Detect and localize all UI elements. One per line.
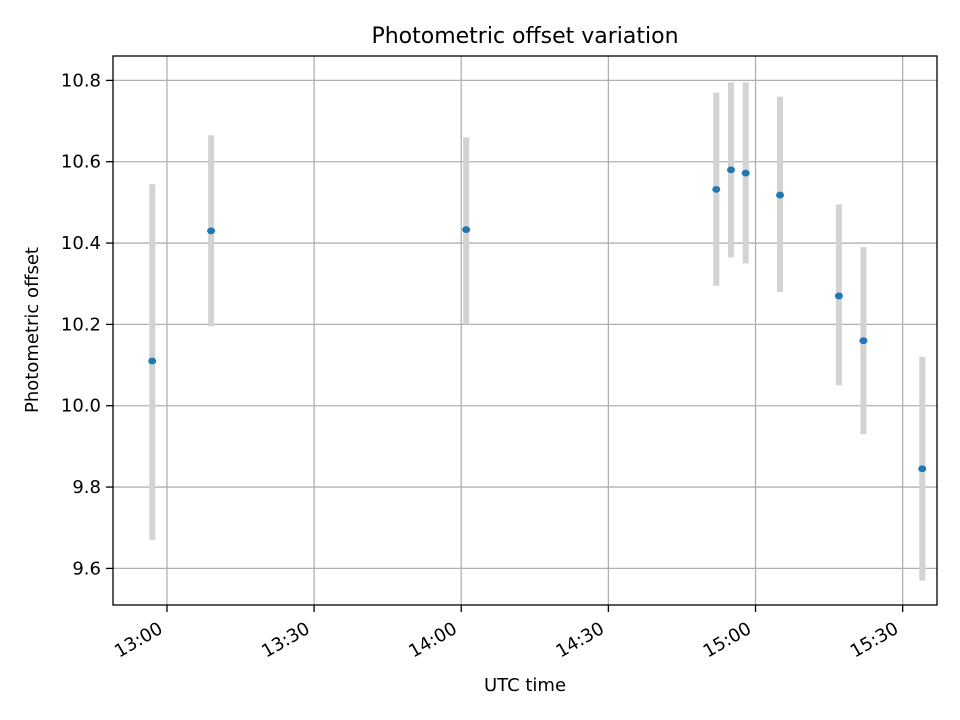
data-point — [727, 166, 735, 174]
x-tick-label: 15:00 — [700, 618, 755, 662]
data-point — [776, 191, 785, 199]
data-point — [834, 292, 843, 300]
y-tick-label: 10.8 — [61, 70, 101, 91]
x-tick-label: 14:30 — [552, 618, 607, 662]
data-points — [148, 166, 927, 473]
data-point — [462, 226, 471, 234]
y-tick-label: 9.6 — [72, 558, 101, 579]
x-tick-label: 14:00 — [405, 618, 460, 662]
y-axis-title: Photometric offset — [22, 247, 43, 413]
y-tick-label: 10.0 — [61, 396, 101, 417]
y-tick-label: 10.4 — [61, 233, 101, 254]
y-tick-label: 10.6 — [61, 152, 101, 173]
data-point — [859, 337, 868, 345]
data-point — [741, 169, 750, 177]
errorbars — [149, 82, 926, 581]
y-tick-label: 10.2 — [61, 314, 101, 335]
y-tick-label: 9.8 — [72, 477, 101, 498]
x-axis-title: UTC time — [484, 675, 566, 696]
grid — [113, 56, 937, 605]
data-point — [918, 465, 927, 473]
data-point — [712, 185, 721, 193]
data-point — [148, 357, 157, 365]
plot-frame — [112, 55, 938, 606]
x-tick-label: 13:00 — [111, 618, 166, 662]
data-point — [207, 227, 216, 235]
y-axis: 9.6 9.8 10.0 10.2 10.4 10.6 10.8 — [61, 70, 113, 579]
x-axis: 13:00 13:30 14:00 14:30 15:00 15:30 — [111, 605, 904, 662]
x-tick-label: 13:30 — [258, 618, 313, 662]
x-tick-label: 15:30 — [847, 618, 902, 662]
chart-title: Photometric offset variation — [371, 24, 678, 49]
